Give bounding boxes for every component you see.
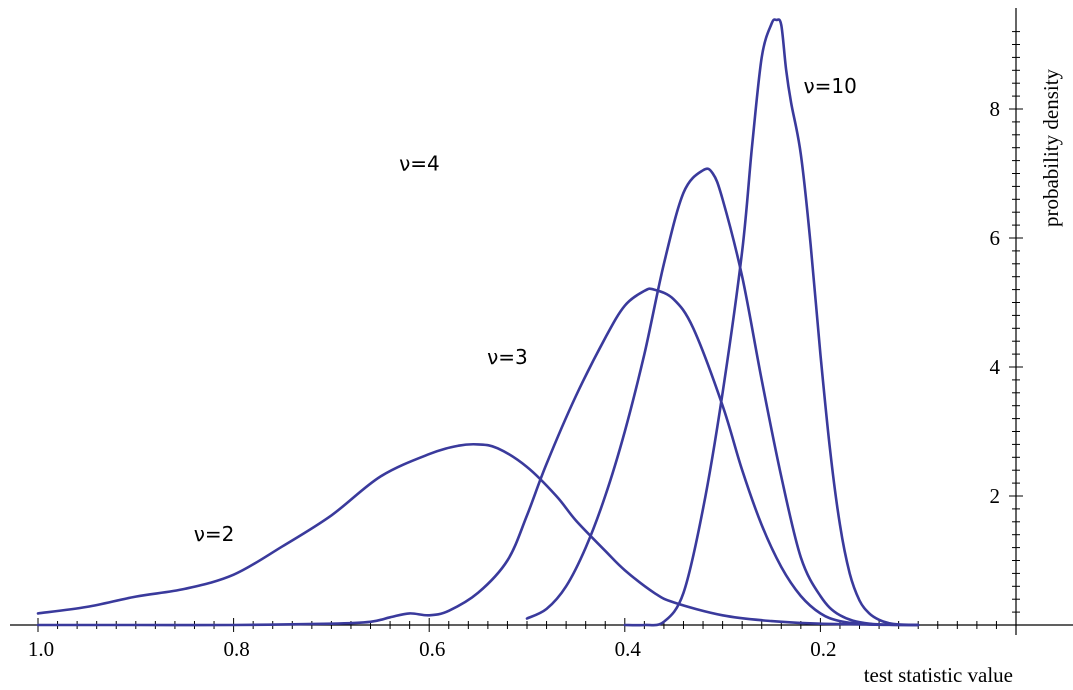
series-line	[525, 167, 920, 627]
y-tick-label: 8	[990, 97, 1001, 121]
x-tick-label: 0.6	[419, 637, 445, 661]
series-label: ν=4	[399, 151, 440, 175]
curves	[36, 18, 920, 627]
x-tick-label: 0.2	[810, 637, 836, 661]
x-axis-title: test statistic value	[864, 663, 1013, 687]
series-line	[623, 18, 920, 627]
axes	[10, 8, 1073, 635]
x-tick-label: 0.4	[615, 637, 642, 661]
x-tick-label: 0.8	[223, 637, 249, 661]
y-tick-label: 4	[990, 355, 1001, 379]
x-tick-label: 1.0	[28, 637, 54, 661]
curve-labels: ν=2 ν=3 ν=4 ν=10	[194, 74, 857, 546]
series-line	[36, 287, 920, 627]
tick-labels: 1.0 0.8 0.6 0.4 0.2 2 4 6 8	[28, 97, 1001, 661]
series-label: ν=3	[487, 345, 528, 369]
series-label: ν=10	[803, 74, 856, 98]
series-label: ν=2	[194, 522, 235, 546]
y-axis-title: probability density	[1039, 68, 1063, 227]
ticks	[37, 31, 1023, 632]
y-tick-label: 6	[990, 226, 1001, 250]
y-tick-label: 2	[990, 484, 1001, 508]
series-line	[36, 442, 920, 627]
